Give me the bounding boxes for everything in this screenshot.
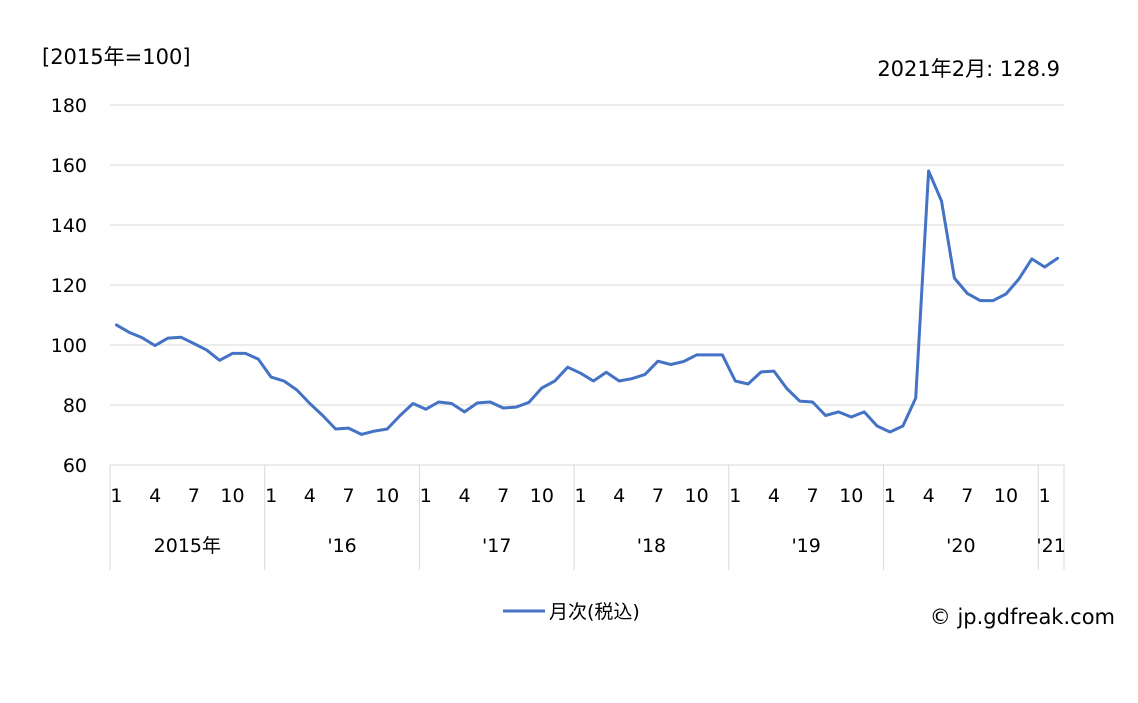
- y-tick-label: 80: [63, 395, 87, 417]
- x-tick-label: 7: [342, 485, 354, 507]
- x-tick-label: 7: [188, 485, 200, 507]
- year-label: '19: [791, 535, 820, 557]
- x-tick-label: 4: [923, 485, 935, 507]
- unit-label: [2015年=100]: [42, 45, 191, 69]
- x-tick-label: 4: [613, 485, 625, 507]
- x-tick-label: 1: [1039, 485, 1051, 507]
- year-label: '20: [946, 535, 975, 557]
- x-tick-label: 1: [884, 485, 896, 507]
- x-tick-label: 7: [497, 485, 509, 507]
- x-tick-label: 10: [220, 485, 244, 507]
- y-tick-label: 120: [51, 275, 87, 297]
- gridlines: [110, 104, 1064, 406]
- latest-value-label: 2021年2月: 128.9: [877, 57, 1060, 81]
- legend: 月次(税込): [503, 601, 640, 623]
- y-tick-label: 180: [51, 95, 87, 117]
- x-tick-label: 4: [149, 485, 161, 507]
- x-tick-label: 7: [961, 485, 973, 507]
- x-tick-label: 10: [375, 485, 399, 507]
- x-tick-label: 4: [458, 485, 470, 507]
- x-tick-label: 1: [265, 485, 277, 507]
- year-label: '17: [482, 535, 511, 557]
- series-line: [114, 169, 1060, 436]
- y-tick-label: 140: [51, 215, 87, 237]
- y-tick-label: 100: [51, 335, 87, 357]
- x-tick-label: 10: [839, 485, 863, 507]
- year-label: '16: [327, 535, 356, 557]
- x-tick-label: 1: [420, 485, 432, 507]
- x-tick-label: 4: [768, 485, 780, 507]
- x-tick-label: 7: [652, 485, 664, 507]
- x-axis: 1 4 7 10 1 4 7 10 1 4 7 10 1 4 7 10 1 4 7 10 1 4 7 10 1 2015年 '16 '…: [109, 464, 1066, 570]
- legend-label: 月次(税込): [549, 601, 640, 623]
- x-tick-label: 1: [110, 485, 122, 507]
- series-group: [114, 169, 1060, 436]
- x-tick-label: 10: [994, 485, 1018, 507]
- x-tick-label: 10: [684, 485, 708, 507]
- x-tick-label: 7: [807, 485, 819, 507]
- year-label: '21: [1036, 535, 1065, 557]
- y-axis: 60 80 100 120 140 160 180: [51, 95, 87, 477]
- x-tick-label: 1: [729, 485, 741, 507]
- year-label: 2015年: [154, 535, 221, 557]
- y-tick-label: 60: [63, 455, 87, 477]
- x-tick-label: 4: [304, 485, 316, 507]
- year-label: '18: [637, 535, 666, 557]
- copyright-text: © jp.gdfreak.com: [930, 605, 1115, 629]
- x-tick-label: 10: [530, 485, 554, 507]
- x-tick-label: 1: [575, 485, 587, 507]
- y-tick-label: 160: [51, 155, 87, 177]
